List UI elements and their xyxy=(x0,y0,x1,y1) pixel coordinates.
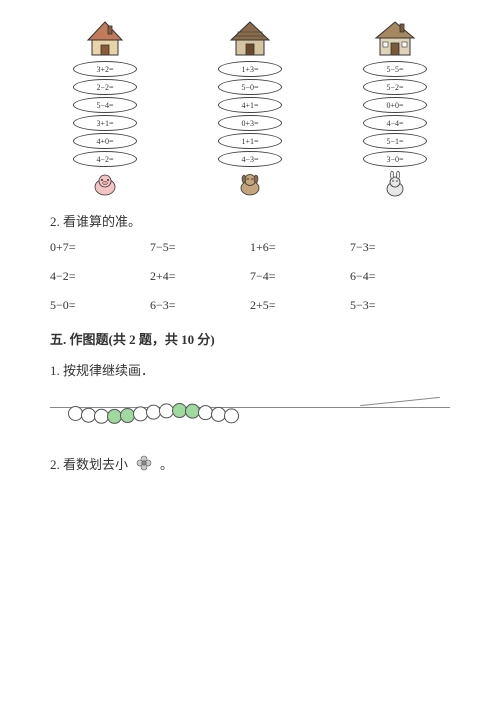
equation-oval: 5−5= xyxy=(363,61,427,77)
equation-text: 0+3= xyxy=(241,119,258,128)
equation-text: 1+1= xyxy=(241,137,258,146)
grid-eq: 4−2= xyxy=(50,269,150,284)
equation-oval: 5−2= xyxy=(363,79,427,95)
equation-text: 2−2= xyxy=(96,83,113,92)
grid-eq: 7−4= xyxy=(250,269,350,284)
animal-icon-pig xyxy=(90,171,120,199)
equation-text: 4−4= xyxy=(386,119,403,128)
question-2-label: 2. 看谁算的准。 xyxy=(50,211,450,230)
equation-text: 4+1= xyxy=(241,101,258,110)
flower-icon xyxy=(134,453,154,473)
grid-eq: 7−3= xyxy=(350,240,450,255)
equation-oval: 4−4= xyxy=(363,115,427,131)
house-column-3: 5−5= 5−2= 0+0= 4−4= 5−1= 3−0= xyxy=(350,20,440,199)
equation-text: 4−2= xyxy=(96,155,113,164)
bead-container xyxy=(68,406,237,421)
question-5-2-pre: 2. 看数划去小 xyxy=(50,454,128,473)
equation-oval: 4−2= xyxy=(73,151,137,167)
equation-grid: 0+7= 7−5= 1+6= 7−3= 4−2= 2+4= 7−4= 6−4= … xyxy=(50,240,450,313)
grid-eq: 5−3= xyxy=(350,298,450,313)
question-5-2-row: 2. 看数划去小 。 xyxy=(50,453,450,473)
equation-oval: 3+1= xyxy=(73,115,137,131)
bead xyxy=(224,408,239,423)
equation-oval: 4−3= xyxy=(218,151,282,167)
equation-oval: 0+0= xyxy=(363,97,427,113)
equation-text: 4+0= xyxy=(96,137,113,146)
equation-oval: 4+0= xyxy=(73,133,137,149)
house-column-1: 3+2= 2−2= 5−4= 3+1= 4+0= 4−2= xyxy=(60,20,150,199)
equation-text: 0+0= xyxy=(386,101,403,110)
animal-icon-dog xyxy=(235,171,265,199)
equation-text: 5−4= xyxy=(96,101,113,110)
equation-text: 3−0= xyxy=(386,155,403,164)
section-5-heading: 五. 作图题(共 2 题，共 10 分) xyxy=(50,329,450,348)
grid-eq: 1+6= xyxy=(250,240,350,255)
animal-icon-rabbit xyxy=(380,171,410,199)
grid-eq: 0+7= xyxy=(50,240,150,255)
equation-text: 5−2= xyxy=(386,83,403,92)
equation-text: 4−3= xyxy=(241,155,258,164)
house-icon-3 xyxy=(372,20,418,58)
question-5-1-label: 1. 按规律继续画． xyxy=(50,360,450,379)
bead-string-tail xyxy=(360,397,440,406)
grid-eq: 5−0= xyxy=(50,298,150,313)
equation-oval: 3+2= xyxy=(73,61,137,77)
house-icon-1 xyxy=(82,20,128,58)
equation-oval: 1+1= xyxy=(218,133,282,149)
equation-text: 5−0= xyxy=(241,83,258,92)
equation-oval: 2−2= xyxy=(73,79,137,95)
equation-oval: 5−4= xyxy=(73,97,137,113)
equation-text: 3+1= xyxy=(96,119,113,128)
equation-oval: 3−0= xyxy=(363,151,427,167)
houses-equation-section: 3+2= 2−2= 5−4= 3+1= 4+0= 4−2= 1+3= 5−0= … xyxy=(50,20,450,199)
question-5-2-post: 。 xyxy=(160,454,173,473)
equation-oval: 4+1= xyxy=(218,97,282,113)
equation-oval: 5−0= xyxy=(218,79,282,95)
grid-eq: 6−3= xyxy=(150,298,250,313)
grid-eq: 2+5= xyxy=(250,298,350,313)
grid-eq: 6−4= xyxy=(350,269,450,284)
equation-text: 3+2= xyxy=(96,65,113,74)
equation-oval: 5−1= xyxy=(363,133,427,149)
bead-pattern-figure xyxy=(50,393,450,433)
equation-oval: 1+3= xyxy=(218,61,282,77)
equation-text: 5−1= xyxy=(386,137,403,146)
equation-oval: 0+3= xyxy=(218,115,282,131)
equation-text: 1+3= xyxy=(241,65,258,74)
house-column-2: 1+3= 5−0= 4+1= 0+3= 1+1= 4−3= xyxy=(205,20,295,199)
equation-text: 5−5= xyxy=(386,65,403,74)
grid-eq: 7−5= xyxy=(150,240,250,255)
grid-eq: 2+4= xyxy=(150,269,250,284)
house-icon-2 xyxy=(227,20,273,58)
